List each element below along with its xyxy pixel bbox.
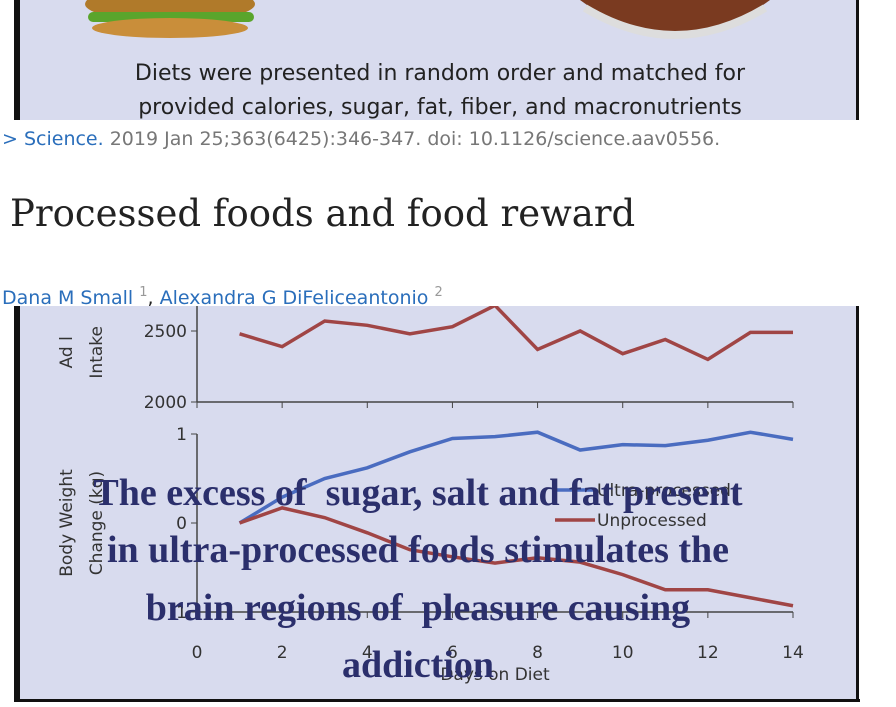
overlay-text: The excess of sugar, salt and fat presen… — [93, 472, 743, 686]
citation-marker: > — [2, 128, 18, 150]
x-tick-label: 4 — [362, 643, 373, 663]
authors: Dana M Small 1, Alexandra G DiFeliceanto… — [2, 285, 443, 309]
bottom-border — [14, 699, 860, 702]
article-title: Processed foods and food reward — [10, 192, 635, 235]
left-border — [14, 0, 20, 702]
x-tick-label: 8 — [532, 643, 543, 663]
x-tick-label: 0 — [192, 643, 203, 663]
overlay-line: brain regions of pleasure causing — [146, 587, 690, 629]
data-line — [239, 303, 793, 362]
y-tick-label: 0 — [176, 514, 187, 534]
journal: Science. — [24, 128, 104, 150]
data-line — [238, 506, 794, 608]
separator: , — [148, 287, 154, 309]
caption-line: Diets were presented in random order and… — [135, 61, 746, 86]
author-affiliation: 1 — [139, 285, 147, 300]
y-axis-label: Body Weight — [57, 469, 77, 577]
article-header — [0, 120, 896, 306]
x-tick-label: 6 — [447, 643, 458, 663]
x-tick-label: 14 — [782, 643, 804, 663]
caption-line: provided calories, sugar, fat, fiber, an… — [138, 95, 742, 120]
x-axis-label: Days on Diet — [440, 665, 550, 685]
right-border — [856, 0, 859, 702]
burger-image — [85, 0, 255, 38]
legend-label: Unprocessed — [597, 511, 707, 531]
y-tick-label: 2500 — [144, 322, 187, 342]
legend-label: Ultra-processed — [597, 481, 731, 501]
citation-details: 2019 Jan 25;363(6425):346-347. doi: 10.1… — [110, 128, 720, 150]
overlay-line: The excess of sugar, salt and fat presen… — [93, 472, 743, 514]
y-tick-label: 1 — [176, 425, 187, 445]
x-tick-label: 10 — [612, 643, 634, 663]
y-axis-label: Change (kg) — [87, 471, 107, 575]
author-affiliation: 2 — [434, 285, 442, 300]
y-tick-label: -1 — [170, 603, 187, 623]
bowl-image — [580, 0, 770, 39]
y-axis-label: Ad l — [57, 336, 77, 368]
citation: > Science. 2019 Jan 25;363(6425):346-347… — [2, 128, 720, 150]
x-tick-label: 2 — [277, 643, 288, 663]
background — [20, 0, 858, 700]
y-tick-label: 2000 — [144, 393, 187, 413]
x-tick-label: 12 — [697, 643, 719, 663]
overlay-line: in ultra-processed foods stimulates the — [107, 529, 729, 571]
y-axis-label: Intake — [87, 326, 107, 379]
author: Dana M Small — [2, 287, 133, 309]
author: Alexandra G DiFeliceantonio — [160, 287, 429, 309]
overlay-line: addiction — [342, 644, 494, 686]
data-line — [238, 430, 794, 525]
